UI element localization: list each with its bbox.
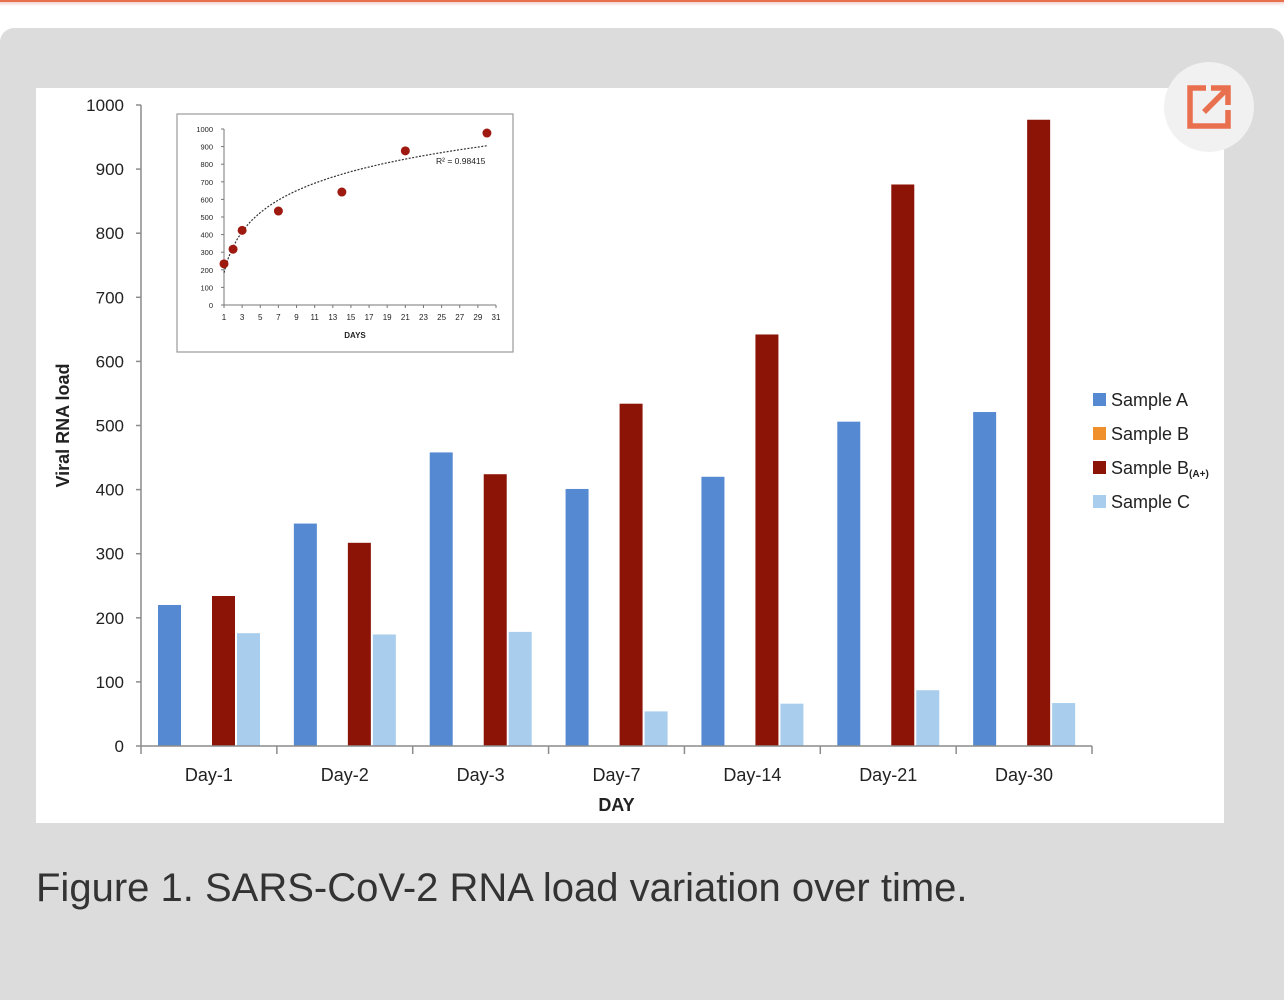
legend-label: Sample B — [1111, 424, 1189, 444]
inset-y-tick-label: 1000 — [196, 125, 213, 134]
inset-x-tick-label: 7 — [276, 313, 281, 322]
inset-y-tick-label: 700 — [200, 178, 213, 187]
x-tick-label: Day-21 — [859, 765, 917, 785]
x-axis-title: DAY — [598, 795, 634, 815]
legend-swatch — [1093, 495, 1106, 508]
inset-y-tick-label: 200 — [200, 266, 213, 275]
inset-y-tick-label: 500 — [200, 213, 213, 222]
legend-swatch — [1093, 427, 1106, 440]
x-tick-label: Day-30 — [995, 765, 1053, 785]
y-tick-label: 900 — [96, 160, 124, 179]
inset-y-tick-label: 0 — [209, 301, 213, 310]
bar-sample-b-a-plus-day-21 — [891, 184, 915, 746]
figure-card: 0 100 200 300 400 500 600 700 800 900 1000 Day-1 Day… — [0, 28, 1284, 1000]
open-figure-button[interactable] — [1164, 62, 1254, 152]
bar-sample-b-a-plus-day-30 — [1027, 119, 1051, 747]
x-tick-label: Day-3 — [457, 765, 505, 785]
figure-caption: Figure 1. SARS-CoV-2 RNA load variation … — [36, 866, 968, 910]
bar-sample-a-day-2 — [293, 523, 317, 746]
bar-sample-a-day-3 — [429, 452, 453, 746]
inset-trendline — [223, 145, 487, 273]
bar-sample-c-day-3 — [508, 631, 532, 746]
inset-point — [228, 244, 238, 254]
y-tick-label: 1000 — [86, 96, 124, 115]
bar-sample-b-a-plus-day-7 — [619, 403, 643, 746]
bar-sample-c-day-7 — [644, 711, 668, 746]
inset-x-tick-label: 25 — [437, 313, 446, 322]
inset-x-tick-label: 21 — [401, 313, 410, 322]
legend-label: Sample C — [1111, 492, 1190, 512]
y-tick-label: 600 — [96, 352, 124, 371]
inset-x-tick-label: 11 — [311, 313, 320, 322]
bar-sample-a-day-14 — [701, 476, 725, 746]
legend-swatch — [1093, 461, 1106, 474]
inset-x-tick-label: 27 — [455, 313, 464, 322]
bar-sample-c-day-2 — [372, 634, 396, 746]
inset-x-tick-label: 13 — [328, 313, 337, 322]
bar-sample-a-day-21 — [837, 421, 861, 746]
bar-sample-c-day-30 — [1052, 703, 1076, 746]
figure-image[interactable]: 0 100 200 300 400 500 600 700 800 900 1000 Day-1 Day… — [36, 88, 1224, 823]
y-tick-label: 300 — [96, 545, 124, 564]
legend-label: Sample A — [1111, 390, 1188, 410]
inset-y-tick-label: 100 — [200, 283, 213, 292]
inset-x-tick-label: 31 — [492, 313, 501, 322]
inset-x-tick-label: 5 — [258, 313, 263, 322]
inset-x-tick-label: 17 — [365, 313, 374, 322]
inset-x-tick-label: 23 — [419, 313, 428, 322]
inset-x-tick-label: 19 — [383, 313, 392, 322]
top-divider — [0, 0, 1284, 6]
y-tick-label: 800 — [96, 224, 124, 243]
bar-sample-b-a-plus-day-2 — [347, 542, 371, 746]
inset-y-tick-label: 600 — [200, 195, 213, 204]
bar-sample-c-day-14 — [780, 703, 804, 746]
bar-sample-a-day-30 — [973, 412, 997, 746]
inset-y-tick-label: 400 — [200, 231, 213, 240]
inset-point — [219, 259, 229, 269]
inset-point — [237, 225, 247, 235]
inset-x-tick-label: 1 — [222, 313, 227, 322]
inset-x-axis-title: DAYS — [344, 331, 366, 340]
bar-sample-b-a-plus-day-14 — [755, 334, 779, 746]
bar-sample-c-day-1 — [237, 633, 260, 746]
bar-sample-a-day-1 — [158, 604, 181, 746]
y-tick-label: 400 — [96, 481, 124, 500]
bar-sample-b-a-plus-day-1 — [212, 596, 235, 746]
external-link-icon — [1187, 85, 1231, 129]
inset-y-tick-label: 900 — [200, 143, 213, 152]
y-tick-label: 0 — [115, 737, 124, 756]
inset-y-tick-label: 300 — [200, 248, 213, 257]
legend-label: Sample B(A+) — [1111, 458, 1209, 480]
x-tick-label: Day-2 — [321, 765, 369, 785]
inset-frame — [176, 113, 514, 353]
bar-sample-c-day-21 — [916, 690, 940, 746]
legend-swatch — [1093, 393, 1106, 406]
inset-point — [400, 146, 410, 156]
inset-r-squared: R² = 0.98415 — [436, 156, 486, 166]
bar-sample-b-a-plus-day-3 — [483, 474, 507, 746]
x-tick-label: Day-14 — [723, 765, 781, 785]
inset-x-tick-label: 3 — [240, 313, 245, 322]
y-tick-label: 700 — [96, 288, 124, 307]
y-axis-title: Viral RNA load — [53, 363, 73, 487]
y-tick-label: 100 — [96, 673, 124, 692]
inset-x-tick-label: 15 — [346, 313, 355, 322]
y-tick-label: 500 — [96, 417, 124, 436]
x-tick-label: Day-1 — [185, 765, 233, 785]
inset-point — [273, 206, 283, 216]
inset-x-tick-label: 9 — [294, 313, 299, 322]
y-tick-label: 200 — [96, 609, 124, 628]
x-tick-label: Day-7 — [592, 765, 640, 785]
bar-sample-a-day-7 — [565, 488, 589, 746]
inset-point — [482, 128, 492, 138]
inset-point — [337, 187, 347, 197]
inset-y-tick-label: 800 — [200, 160, 213, 169]
inset-x-tick-label: 29 — [473, 313, 482, 322]
